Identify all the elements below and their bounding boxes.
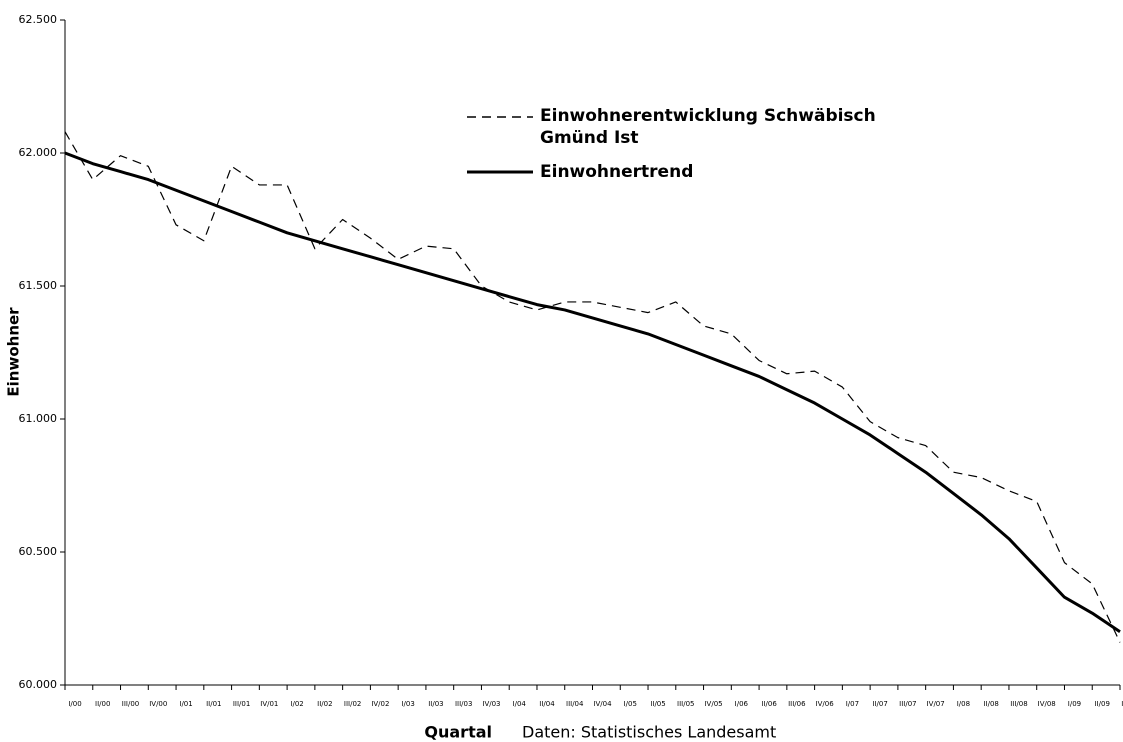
x-tick-label: III/00 bbox=[122, 700, 139, 708]
legend-label: Einwohnerentwicklung Schwäbisch Gmünd Is… bbox=[540, 106, 876, 148]
source-note: Daten: Statistisches Landesamt bbox=[522, 723, 776, 742]
x-tick-label: III/06 bbox=[788, 700, 806, 708]
x-tick-label: III/09 bbox=[1121, 700, 1123, 708]
x-tick-label: I/08 bbox=[957, 700, 970, 708]
x-tick-label: I/06 bbox=[735, 700, 749, 708]
x-tick-label: III/05 bbox=[677, 700, 694, 708]
x-tick-label: II/00 bbox=[95, 700, 110, 708]
x-tick-label: IV/00 bbox=[149, 700, 167, 708]
x-tick-label: II/05 bbox=[650, 700, 665, 708]
x-tick-label: II/04 bbox=[539, 700, 555, 708]
x-tick-label: I/04 bbox=[513, 700, 527, 708]
x-tick-label: III/01 bbox=[233, 700, 250, 708]
x-tick-label: II/03 bbox=[428, 700, 443, 708]
x-tick-label: I/07 bbox=[846, 700, 859, 708]
x-tick-label: III/08 bbox=[1010, 700, 1027, 708]
x-tick-label: II/08 bbox=[983, 700, 998, 708]
series-line bbox=[64, 131, 1121, 643]
x-tick-label: IV/05 bbox=[704, 700, 722, 708]
y-tick-label: 61.500 bbox=[19, 279, 58, 292]
y-tick-label: 61.000 bbox=[19, 412, 58, 425]
y-tick-label: 62.500 bbox=[19, 13, 58, 26]
x-tick-label: I/02 bbox=[290, 700, 303, 708]
x-tick-label: II/01 bbox=[206, 700, 221, 708]
x-tick-label: I/05 bbox=[624, 700, 637, 708]
x-tick-label: II/09 bbox=[1095, 700, 1110, 708]
x-tick-label: II/02 bbox=[317, 700, 332, 708]
y-tick-label: 60.000 bbox=[19, 678, 58, 691]
x-tick-label: IV/07 bbox=[927, 700, 945, 708]
y-tick-label: 60.500 bbox=[19, 545, 58, 558]
x-axis-label: Quartal bbox=[424, 723, 492, 742]
x-tick-label: III/03 bbox=[455, 700, 472, 708]
y-tick-label: 62.000 bbox=[19, 146, 58, 159]
x-tick-label: I/09 bbox=[1068, 700, 1081, 708]
y-axis-label: Einwohner bbox=[5, 307, 23, 397]
x-tick-label: III/04 bbox=[566, 700, 584, 708]
x-tick-label: III/02 bbox=[344, 700, 361, 708]
x-tick-label: IV/02 bbox=[371, 700, 389, 708]
x-tick-label: III/07 bbox=[899, 700, 916, 708]
x-tick-label: I/01 bbox=[179, 700, 192, 708]
x-tick-label: I/03 bbox=[401, 700, 414, 708]
x-tick-label: II/06 bbox=[761, 700, 777, 708]
x-tick-label: IV/01 bbox=[260, 700, 278, 708]
x-tick-label: IV/04 bbox=[593, 700, 612, 708]
x-tick-label: II/07 bbox=[872, 700, 887, 708]
x-tick-label: IV/06 bbox=[816, 700, 835, 708]
legend-label: Einwohnertrend bbox=[540, 162, 694, 182]
x-tick-label: IV/08 bbox=[1038, 700, 1056, 708]
x-tick-label: I/00 bbox=[68, 700, 81, 708]
series-line bbox=[64, 151, 1121, 634]
x-tick-label: IV/03 bbox=[482, 700, 500, 708]
